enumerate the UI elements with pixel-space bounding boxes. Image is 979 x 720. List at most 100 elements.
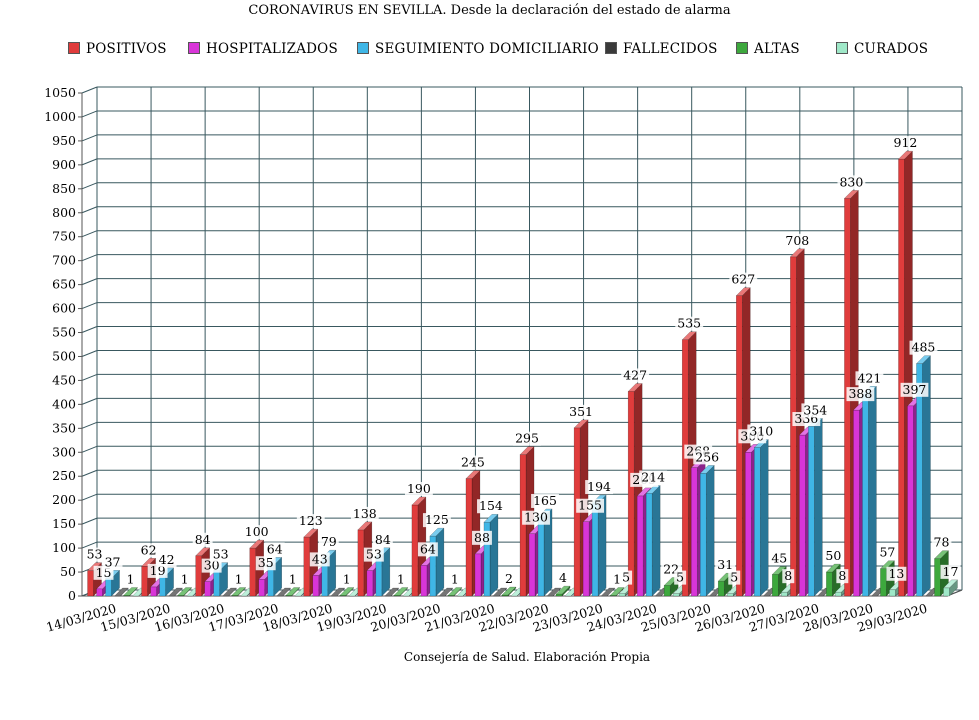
data-label: 165 — [533, 493, 557, 508]
data-label-bg — [394, 572, 407, 587]
bar-top — [411, 496, 427, 506]
data-label-bg — [309, 552, 330, 567]
data-label: 50 — [825, 548, 841, 563]
legend-label: HOSPITALIZADOS — [206, 41, 338, 57]
data-label-bg — [674, 570, 687, 585]
data-label-bg — [422, 513, 451, 528]
data-label: 123 — [299, 513, 323, 528]
data-label-bg — [900, 382, 929, 397]
data-label-bg — [232, 572, 245, 587]
bar-front — [474, 553, 482, 597]
bar-front — [889, 589, 896, 597]
y-tick-label: 50 — [60, 564, 76, 579]
data-label-bg — [728, 570, 741, 585]
data-label: 912 — [894, 135, 918, 150]
gridline-side — [81, 397, 98, 405]
data-label-bg — [350, 506, 379, 521]
data-label-bg — [448, 572, 461, 587]
bar-top — [483, 513, 499, 523]
data-label-bg — [363, 547, 384, 562]
legend-swatch — [188, 42, 200, 54]
bar-fallecidos — [222, 587, 238, 597]
bars — [86, 150, 959, 597]
data-label-bg — [318, 535, 339, 550]
y-tick-label: 400 — [52, 396, 76, 411]
bar-front — [555, 593, 563, 597]
data-label: 190 — [407, 481, 431, 496]
bar-front — [303, 536, 311, 597]
data-label: 1 — [235, 572, 243, 587]
bar-side — [651, 484, 661, 597]
data-label-bg — [585, 480, 614, 495]
bar-front — [645, 493, 653, 597]
bar-front — [528, 533, 536, 597]
data-label-bg — [639, 470, 668, 485]
data-label-bg — [747, 424, 776, 439]
data-label: 130 — [524, 510, 548, 525]
bar-front — [258, 578, 265, 597]
y-tick-label: 850 — [52, 181, 76, 196]
data-label: 53 — [87, 547, 103, 562]
data-label: 295 — [515, 431, 539, 446]
data-label: 485 — [912, 340, 936, 355]
bar-top — [176, 587, 193, 596]
bar-top — [636, 487, 652, 497]
data-label-bg — [147, 563, 168, 578]
bar-top — [609, 587, 625, 596]
bar-top — [645, 485, 661, 494]
bar-altas — [447, 586, 463, 597]
data-label-bg — [715, 558, 736, 573]
legend-label: SEGUIMIENTO DOMICILIARIO — [375, 41, 599, 57]
gridline-side — [81, 134, 98, 142]
bar-seguimiento-domiciliario — [645, 484, 661, 597]
bar-front — [195, 555, 202, 597]
bar-side — [868, 385, 877, 597]
bar-top — [122, 587, 139, 596]
data-label-bg — [782, 569, 795, 584]
data-label-bg — [124, 572, 137, 587]
bar-front — [907, 405, 914, 597]
bar-seguimiento-domiciliario — [807, 417, 823, 597]
y-tick-label: 700 — [52, 253, 76, 268]
data-label-bg — [242, 525, 271, 540]
data-label: 256 — [695, 449, 719, 464]
data-label-bg — [846, 387, 875, 402]
gridline-side — [81, 110, 98, 118]
legend-label: CURADOS — [854, 41, 929, 57]
bar-top — [438, 587, 454, 597]
y-tick-label: 650 — [52, 277, 76, 292]
bar-seguimiento-domiciliario — [699, 464, 715, 597]
bar-front — [159, 575, 166, 597]
y-tick-label: 500 — [52, 348, 76, 363]
bar-front — [357, 529, 365, 597]
bar-top — [843, 190, 860, 199]
bar-fallecidos — [600, 587, 616, 597]
bar-fallecidos — [438, 587, 454, 597]
data-label: 830 — [839, 174, 863, 189]
bar-front — [627, 391, 635, 597]
data-label-bg — [340, 572, 353, 587]
legend-item: HOSPITALIZADOS — [188, 41, 338, 57]
data-label-bg — [201, 558, 222, 573]
bar-fallecidos — [492, 587, 508, 597]
data-label-bg — [472, 530, 492, 545]
data-label: 138 — [353, 506, 377, 521]
bar-altas — [176, 586, 193, 597]
data-label: 57 — [879, 545, 895, 560]
bar-top — [167, 587, 184, 597]
bar-fallecidos — [167, 587, 184, 597]
data-label: 427 — [623, 367, 647, 382]
data-label: 84 — [375, 532, 391, 547]
gridline-side — [81, 254, 98, 262]
data-label: 627 — [731, 272, 755, 287]
bar-front — [799, 434, 806, 597]
gridline-side — [81, 326, 98, 333]
bar-front — [862, 394, 869, 597]
data-label-bg — [156, 552, 177, 567]
bar-front — [772, 574, 779, 597]
bar-front — [636, 495, 644, 597]
bar-curados — [942, 579, 959, 597]
data-label-bg — [769, 551, 790, 566]
bar-top — [393, 587, 409, 596]
